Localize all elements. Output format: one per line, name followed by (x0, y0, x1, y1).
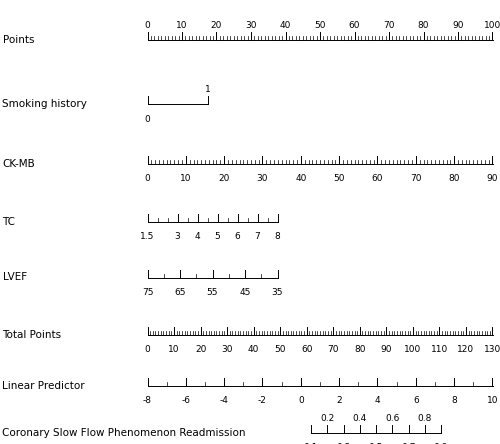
Text: 10: 10 (168, 345, 180, 354)
Text: 45: 45 (240, 288, 250, 297)
Text: 1: 1 (204, 85, 210, 94)
Text: -6: -6 (182, 396, 190, 405)
Text: 4: 4 (194, 232, 200, 241)
Text: 30: 30 (245, 21, 257, 30)
Text: 0: 0 (144, 21, 150, 30)
Text: 110: 110 (431, 345, 448, 354)
Text: 8: 8 (274, 232, 280, 241)
Text: 0.7: 0.7 (402, 443, 415, 444)
Text: 50: 50 (314, 21, 326, 30)
Text: 100: 100 (404, 345, 421, 354)
Text: 5: 5 (214, 232, 220, 241)
Text: 100: 100 (484, 21, 500, 30)
Text: 20: 20 (195, 345, 206, 354)
Text: 40: 40 (248, 345, 260, 354)
Text: 80: 80 (418, 21, 429, 30)
Text: CK-MB: CK-MB (2, 159, 35, 169)
Text: 30: 30 (222, 345, 233, 354)
Text: 0.3: 0.3 (336, 443, 350, 444)
Text: TC: TC (2, 217, 16, 227)
Text: -8: -8 (143, 396, 152, 405)
Text: 2: 2 (336, 396, 342, 405)
Text: 6: 6 (234, 232, 240, 241)
Text: 0.2: 0.2 (320, 414, 334, 423)
Text: 70: 70 (410, 174, 422, 183)
Text: 90: 90 (380, 345, 392, 354)
Text: 80: 80 (354, 345, 366, 354)
Text: 4: 4 (374, 396, 380, 405)
Text: 3: 3 (174, 232, 180, 241)
Text: Smoking history: Smoking history (2, 99, 87, 109)
Text: -2: -2 (258, 396, 267, 405)
Text: 8: 8 (452, 396, 457, 405)
Text: 30: 30 (256, 174, 268, 183)
Text: 20: 20 (218, 174, 230, 183)
Text: 0.9: 0.9 (434, 443, 448, 444)
Text: Points: Points (2, 35, 34, 45)
Text: 70: 70 (383, 21, 394, 30)
Text: 20: 20 (211, 21, 222, 30)
Text: 65: 65 (174, 288, 186, 297)
Text: Linear Predictor: Linear Predictor (2, 381, 85, 391)
Text: 0.4: 0.4 (352, 414, 367, 423)
Text: 7: 7 (254, 232, 260, 241)
Text: 0: 0 (144, 345, 150, 354)
Text: 0.6: 0.6 (385, 414, 400, 423)
Text: 55: 55 (207, 288, 218, 297)
Text: 120: 120 (458, 345, 474, 354)
Text: 50: 50 (334, 174, 345, 183)
Text: Total Points: Total Points (2, 330, 62, 340)
Text: 0.5: 0.5 (369, 443, 383, 444)
Text: 10: 10 (180, 174, 192, 183)
Text: 90: 90 (486, 174, 498, 183)
Text: 10: 10 (176, 21, 188, 30)
Text: Coronary Slow Flow Phenomenon Readmission: Coronary Slow Flow Phenomenon Readmissio… (2, 428, 246, 438)
Text: 130: 130 (484, 345, 500, 354)
Text: 10: 10 (486, 396, 498, 405)
Text: 90: 90 (452, 21, 464, 30)
Text: 70: 70 (328, 345, 339, 354)
Text: 40: 40 (295, 174, 306, 183)
Text: 0: 0 (298, 396, 304, 405)
Text: 35: 35 (272, 288, 283, 297)
Text: 40: 40 (280, 21, 291, 30)
Text: 0.8: 0.8 (418, 414, 432, 423)
Text: 1.5: 1.5 (140, 232, 154, 241)
Text: 60: 60 (301, 345, 312, 354)
Text: 0: 0 (144, 115, 150, 123)
Text: 60: 60 (372, 174, 383, 183)
Text: 75: 75 (142, 288, 153, 297)
Text: 0.1: 0.1 (304, 443, 318, 444)
Text: 50: 50 (274, 345, 286, 354)
Text: 0: 0 (144, 174, 150, 183)
Text: 60: 60 (349, 21, 360, 30)
Text: -4: -4 (220, 396, 228, 405)
Text: 80: 80 (448, 174, 460, 183)
Text: LVEF: LVEF (2, 273, 26, 282)
Text: 6: 6 (413, 396, 418, 405)
